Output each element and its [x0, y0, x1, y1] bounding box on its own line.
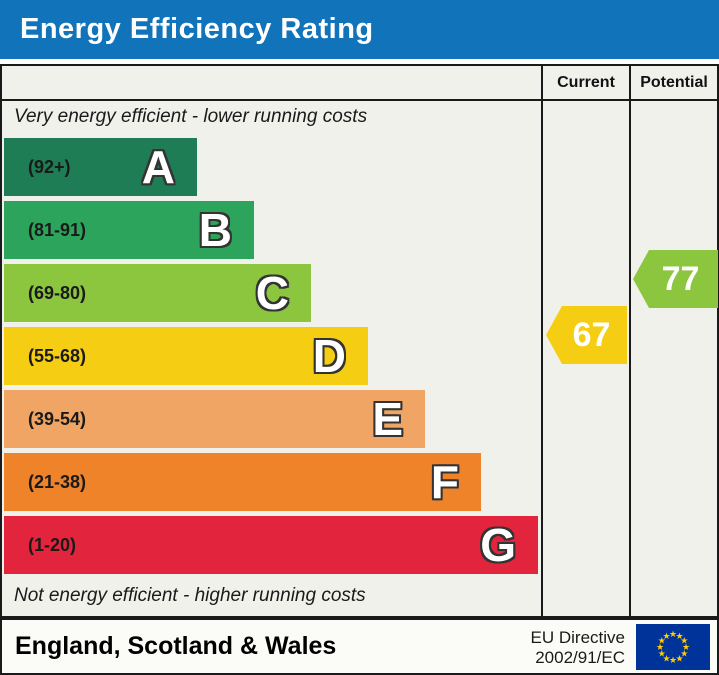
svg-text:★: ★ [675, 632, 683, 642]
current-rating-value: 67 [572, 316, 611, 354]
eu-directive-line2: 2002/91/EC [535, 648, 625, 667]
band-row-c: (69-80) C [4, 264, 311, 322]
band-row-b: (81-91) B [4, 201, 254, 259]
band-row-d: (55-68) D [4, 327, 368, 385]
eu-directive-label: EU Directive 2002/91/EC [531, 628, 625, 668]
band-letter: D [312, 330, 346, 382]
svg-text:★: ★ [658, 637, 666, 647]
band-letter: A [141, 141, 175, 193]
band-row-a: (92+) A [4, 138, 197, 196]
bottom-note: Not energy efficient - higher running co… [14, 585, 366, 606]
svg-text:★: ★ [680, 650, 688, 660]
band-row-f: (21-38) F [4, 453, 481, 511]
band-range-label: (81-91) [28, 220, 87, 240]
potential-rating-arrow: 77 [633, 250, 718, 308]
potential-column-divider [629, 66, 631, 616]
svg-text:★: ★ [662, 654, 670, 664]
header-current: Current [557, 74, 615, 91]
band-letter: E [372, 393, 403, 445]
eu-directive-line1: EU Directive [530, 628, 625, 647]
band-range-label: (1-20) [28, 535, 77, 555]
header-potential: Potential [640, 74, 708, 91]
band-range-label: (21-38) [28, 472, 87, 492]
eu-flag-icon: ★ ★ ★ ★ ★ ★ ★ ★ ★ ★ ★ ★ [636, 624, 710, 670]
svg-text:★: ★ [662, 632, 670, 642]
top-note: Very energy efficient - lower running co… [14, 106, 368, 127]
footer: England, Scotland & Wales EU Directive 2… [0, 618, 719, 675]
current-column-divider [541, 66, 543, 616]
svg-text:★: ★ [675, 654, 683, 664]
band-letter: C [255, 267, 289, 319]
region-label: England, Scotland & Wales [15, 632, 337, 660]
svg-text:★: ★ [658, 650, 666, 660]
svg-text:★: ★ [669, 656, 677, 666]
band-range-label: (69-80) [28, 283, 87, 303]
band-letter: B [198, 204, 232, 256]
band-letter: F [430, 456, 459, 508]
svg-text:★: ★ [656, 643, 664, 653]
svg-text:★: ★ [682, 643, 690, 653]
page-title: Energy Efficiency Rating [20, 13, 374, 45]
current-rating-arrow: 67 [546, 306, 627, 364]
band-row-e: (39-54) E [4, 390, 425, 448]
band-letter: G [480, 519, 516, 571]
band-range-label: (39-54) [28, 409, 87, 429]
band-range-label: (55-68) [28, 346, 87, 366]
header-divider [2, 99, 717, 101]
band-range-label: (92+) [28, 157, 71, 177]
svg-text:★: ★ [680, 637, 688, 647]
title-banner: Energy Efficiency Rating [0, 0, 719, 59]
band-row-g: (1-20) G [4, 516, 538, 574]
potential-rating-value: 77 [661, 260, 700, 298]
svg-text:★: ★ [669, 630, 677, 640]
rating-table: Current Potential Very energy efficient … [0, 64, 719, 618]
